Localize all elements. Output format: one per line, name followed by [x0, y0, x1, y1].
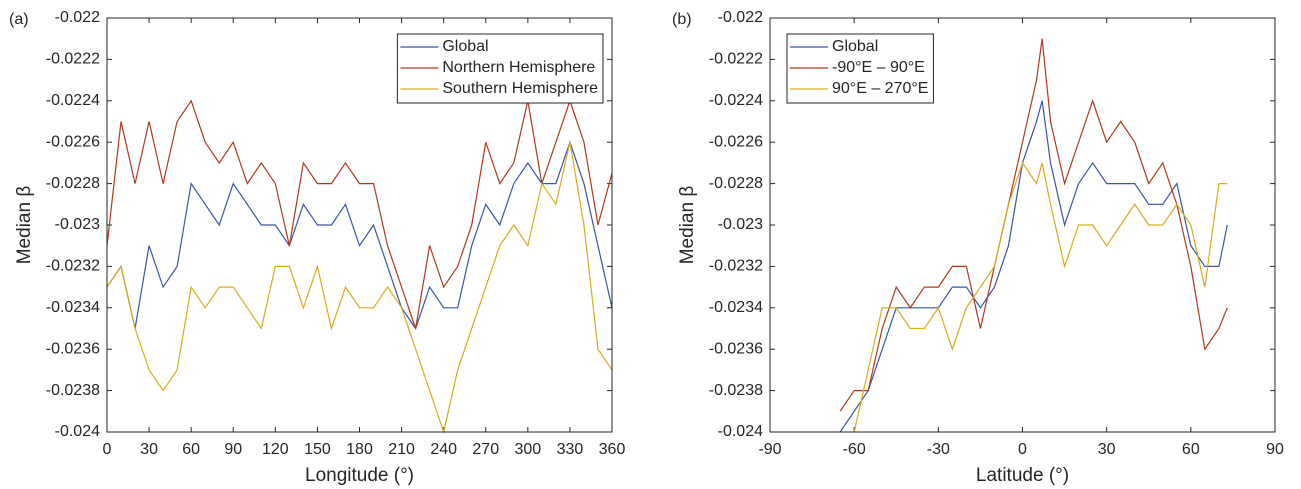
- data-line: [106, 140, 613, 330]
- x-tick-label: -90: [758, 441, 781, 458]
- x-tick-label: 150: [304, 441, 331, 458]
- data-line: [853, 161, 1228, 433]
- y-tick-label: -0.0228: [709, 175, 763, 192]
- y-tick-label: -0.024: [718, 423, 763, 440]
- legend-label: 90°E – 270°E: [832, 80, 928, 97]
- x-tick-label: 90: [224, 441, 242, 458]
- data-line: [839, 100, 1228, 433]
- y-tick-label: -0.022: [55, 9, 100, 26]
- axes-box: [769, 17, 1276, 433]
- x-tick-label: 90: [1266, 441, 1284, 458]
- panel-label: (b): [672, 11, 692, 28]
- y-tick-label: -0.0234: [46, 299, 100, 316]
- y-tick-label: -0.0228: [46, 175, 100, 192]
- legend: Global Northern Hemisphere Southern Hemisp…: [396, 33, 604, 104]
- y-tick-label: -0.0226: [46, 133, 100, 150]
- x-tick-label: 0: [1018, 441, 1027, 458]
- data-line: [106, 142, 613, 435]
- y-tick-label: -0.022: [718, 9, 763, 26]
- x-tick-label: 0: [103, 441, 112, 458]
- y-tick-label: -0.0224: [46, 92, 100, 109]
- legend: Global -90°E – 90°E 90°E – 270°E: [786, 33, 934, 104]
- y-tick-label: -0.0234: [709, 299, 763, 316]
- x-tick-label: 180: [346, 441, 373, 458]
- y-tick-label: -0.0236: [709, 340, 763, 357]
- x-tick-label: 360: [599, 441, 626, 458]
- panel: (a) Longitude (°) Median β -0.024 -0.0238 -0.…: [9, 9, 625, 486]
- y-tick-label: -0.0222: [709, 51, 763, 68]
- x-tick-label: 330: [557, 441, 584, 458]
- x-tick-label: 60: [182, 441, 200, 458]
- y-tick-label: -0.0222: [46, 51, 100, 68]
- legend-label: Northern Hemisphere: [442, 59, 595, 76]
- x-axis-label: Longitude (°): [305, 465, 414, 486]
- y-axis-label: Median β: [677, 186, 698, 265]
- x-tick-label: 30: [140, 441, 158, 458]
- y-tick-label: -0.0232: [709, 258, 763, 275]
- x-tick-label: 60: [1182, 441, 1200, 458]
- legend-label: Southern Hemisphere: [442, 80, 598, 97]
- x-tick-label: -30: [927, 441, 950, 458]
- y-axis-label: Median β: [14, 186, 35, 265]
- y-tick-label: -0.023: [718, 216, 763, 233]
- x-tick-label: 120: [262, 441, 289, 458]
- y-tick-label: -0.0224: [709, 92, 763, 109]
- y-tick-label: -0.0238: [709, 382, 763, 399]
- x-tick-label: 270: [472, 441, 499, 458]
- x-tick-label: 300: [514, 441, 541, 458]
- x-tick-label: -60: [843, 441, 866, 458]
- y-tick-label: -0.0238: [46, 382, 100, 399]
- y-tick-label: -0.0236: [46, 340, 100, 357]
- panel: (b) Latitude (°) Median β -0.024 -0.0238 -0.0…: [672, 9, 1284, 486]
- panel-label: (a): [9, 11, 29, 28]
- y-tick-label: -0.0232: [46, 258, 100, 275]
- x-tick-label: 210: [388, 441, 415, 458]
- legend-label: Global: [832, 38, 878, 55]
- x-axis-label: Latitude (°): [976, 465, 1069, 486]
- x-tick-label: 240: [430, 441, 457, 458]
- x-tick-label: 30: [1098, 441, 1116, 458]
- legend-label: -90°E – 90°E: [832, 59, 925, 76]
- y-tick-label: -0.023: [55, 216, 100, 233]
- axes-box: [106, 17, 613, 433]
- y-tick-label: -0.0226: [709, 133, 763, 150]
- data-line: [839, 38, 1228, 412]
- y-tick-label: -0.024: [55, 423, 100, 440]
- legend-label: Global: [442, 38, 488, 55]
